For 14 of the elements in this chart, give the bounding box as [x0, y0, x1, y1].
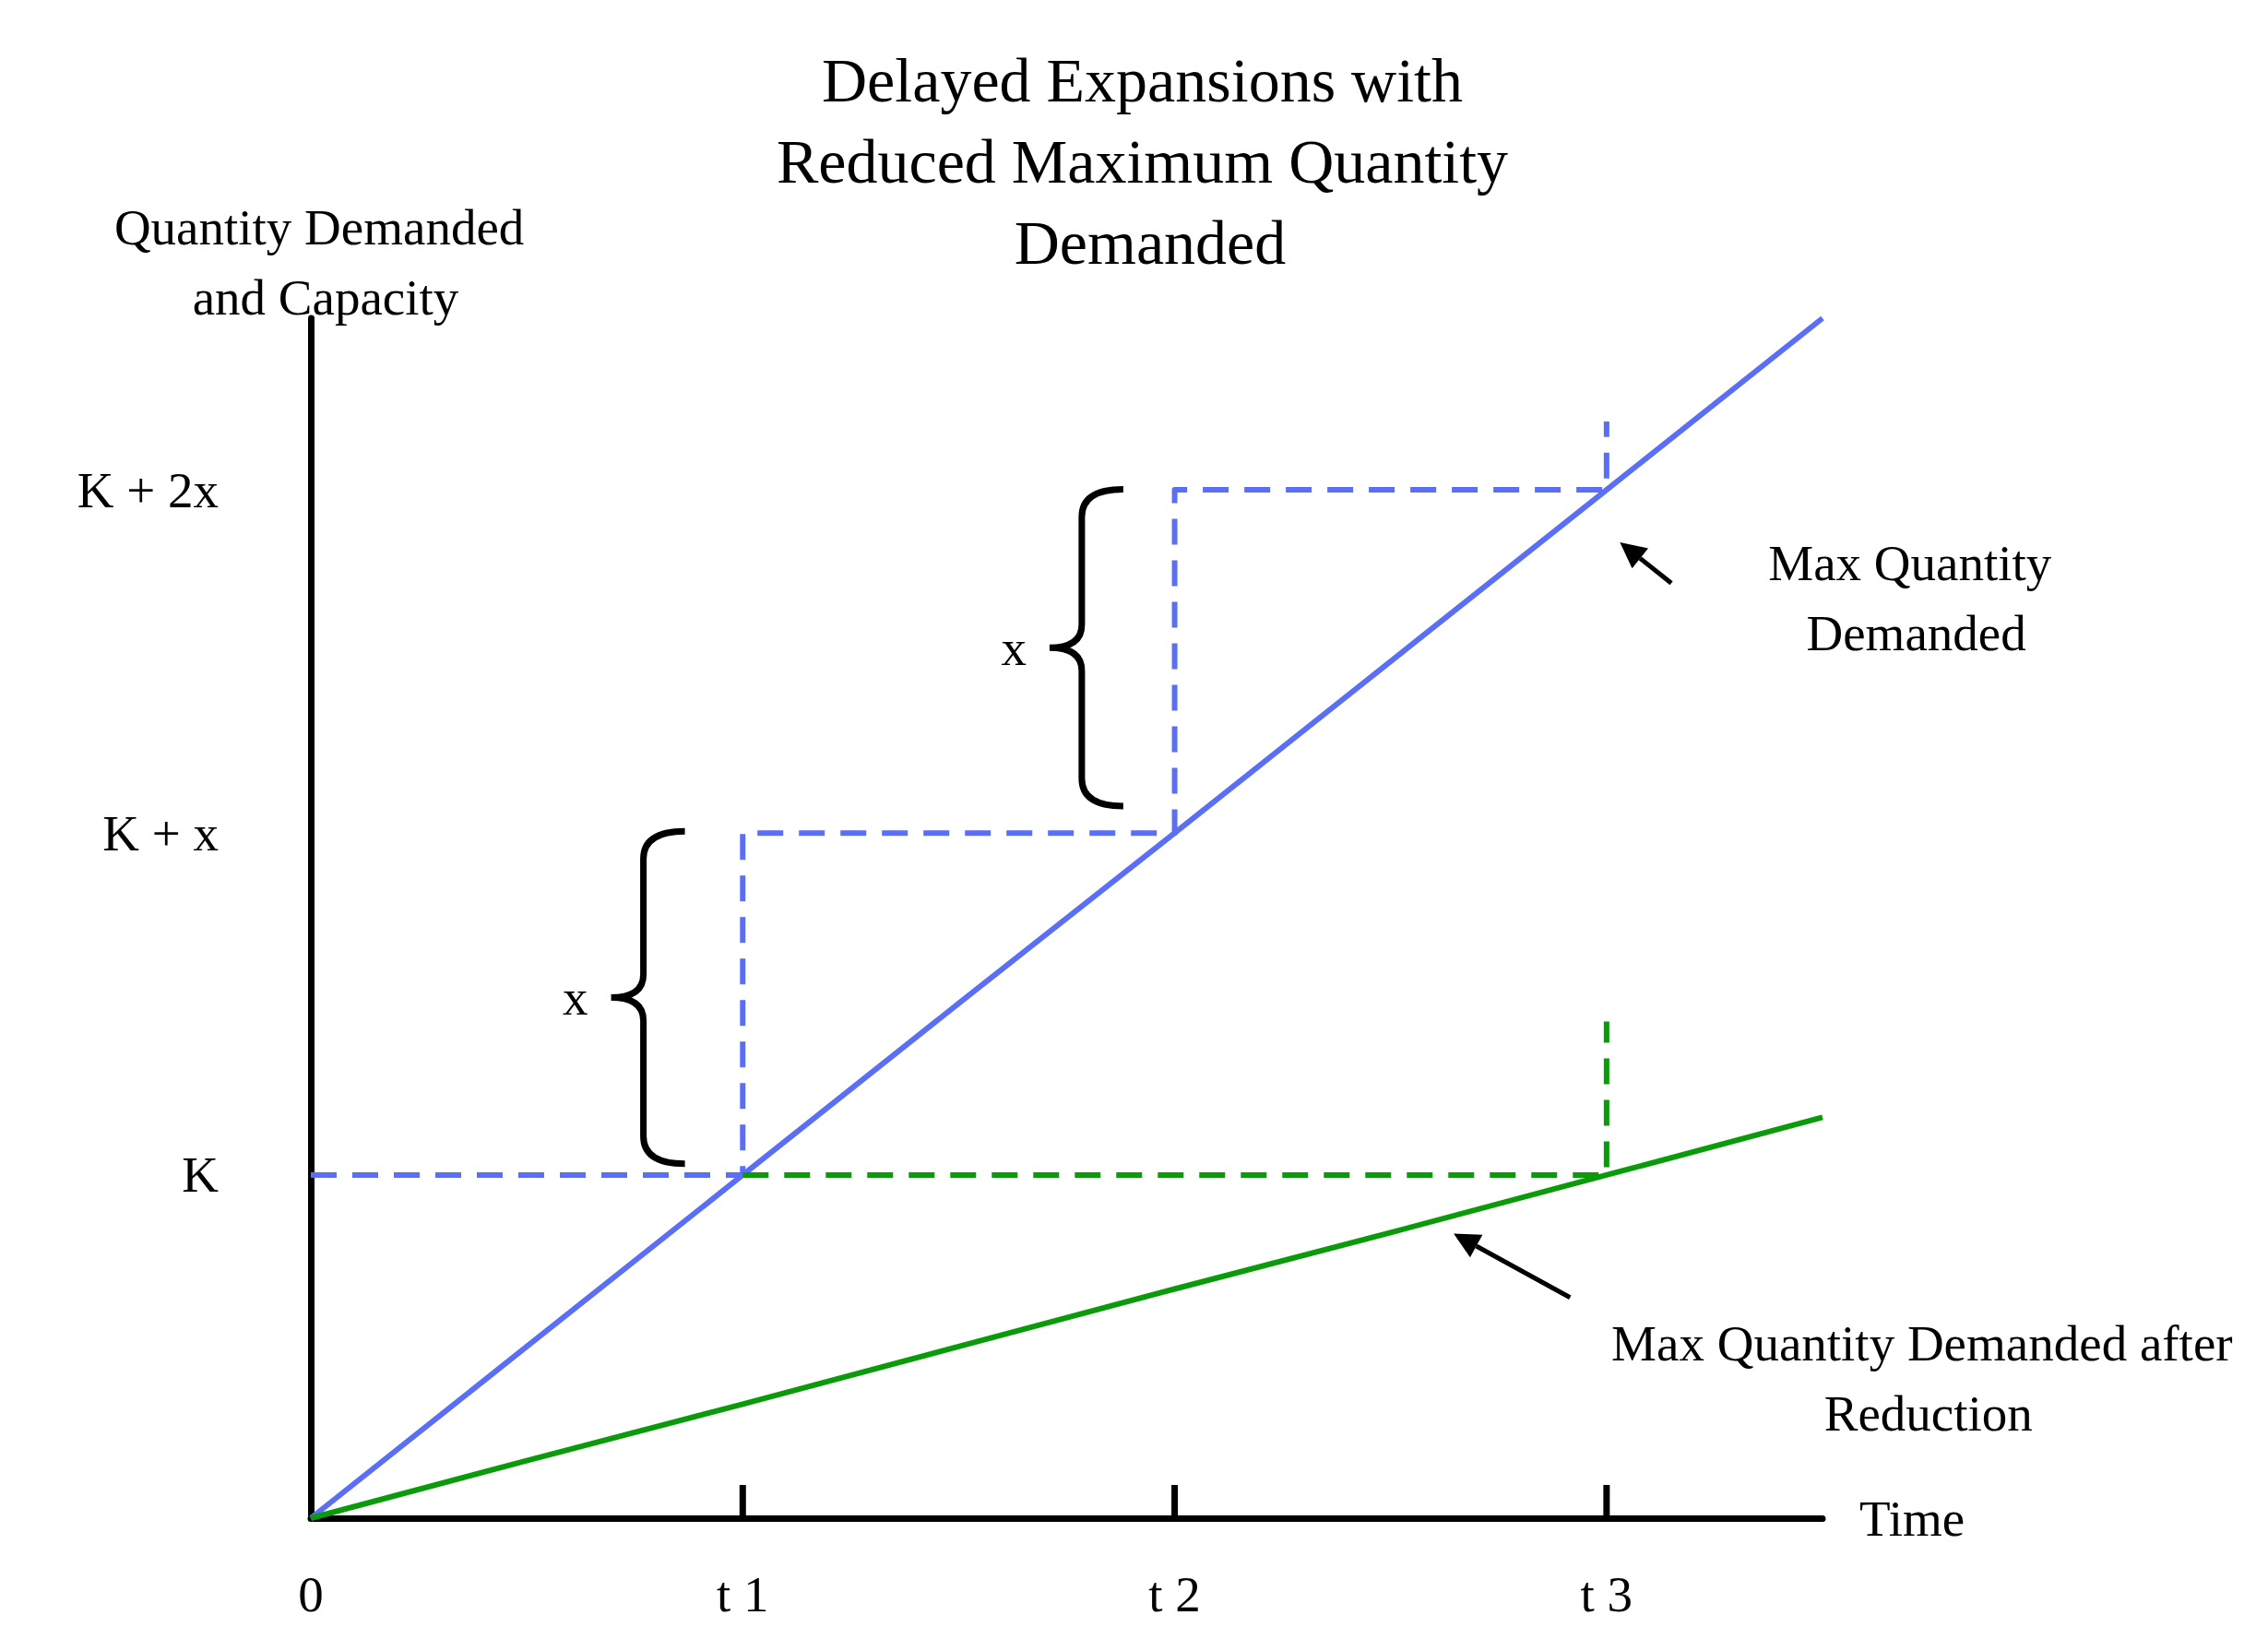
chart-title: Delayed Expansions with Reduced Maximum Quantity Demanded — [776, 45, 1525, 278]
x-tick-label: t 2 — [1148, 1566, 1201, 1622]
text: K + 2x — [77, 461, 219, 518]
annotation: Max Quantity Demanded after Reduction — [1611, 1315, 2246, 1443]
annotation: x — [563, 969, 588, 1027]
x-axis-title: Time — [1859, 1490, 1965, 1547]
annotation: x — [1001, 619, 1027, 676]
x-tick-label: t 3 — [1580, 1566, 1633, 1622]
x-tick-label: t 1 — [717, 1566, 769, 1622]
annotation: Max Quantity Demanded — [1768, 534, 2065, 661]
text: K + x — [102, 804, 219, 861]
x-tick-label: 0 — [298, 1566, 324, 1622]
text: K — [182, 1146, 220, 1204]
y-axis-title: Quantity Demanded and Capacity — [113, 198, 538, 326]
